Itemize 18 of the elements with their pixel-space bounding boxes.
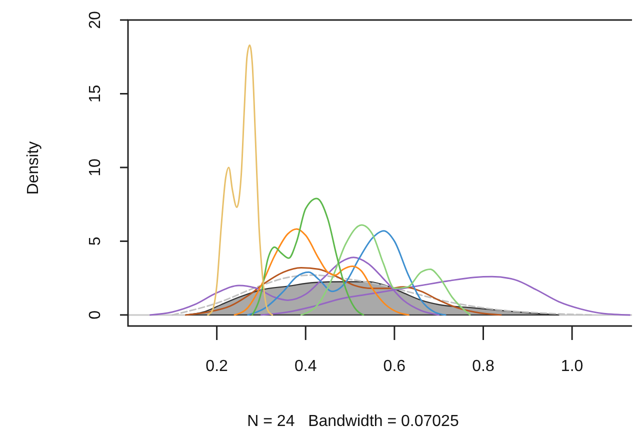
line-series [247,230,446,316]
line-series [184,267,502,316]
y-tick-label: 15 [87,84,104,103]
y-tick-label: 20 [87,11,104,29]
x-axis-title: N = 24 Bandwidth = 0.07025 [247,413,459,430]
y-tick-label: 10 [87,158,104,176]
x-tick-label: 1.0 [560,358,584,375]
x-tick-label: 0.2 [206,358,228,375]
x-tick-label: 0.4 [294,358,317,375]
y-tick-label: 0 [87,310,104,320]
line-series [300,224,471,316]
y-axis-title: Density [25,141,42,195]
line-series [234,228,410,316]
line-series [252,198,364,316]
x-tick-label: 0.6 [383,358,406,375]
y-tick-label: 5 [87,236,104,246]
x-tick-label: 0.8 [472,358,494,375]
line-series [207,44,274,316]
